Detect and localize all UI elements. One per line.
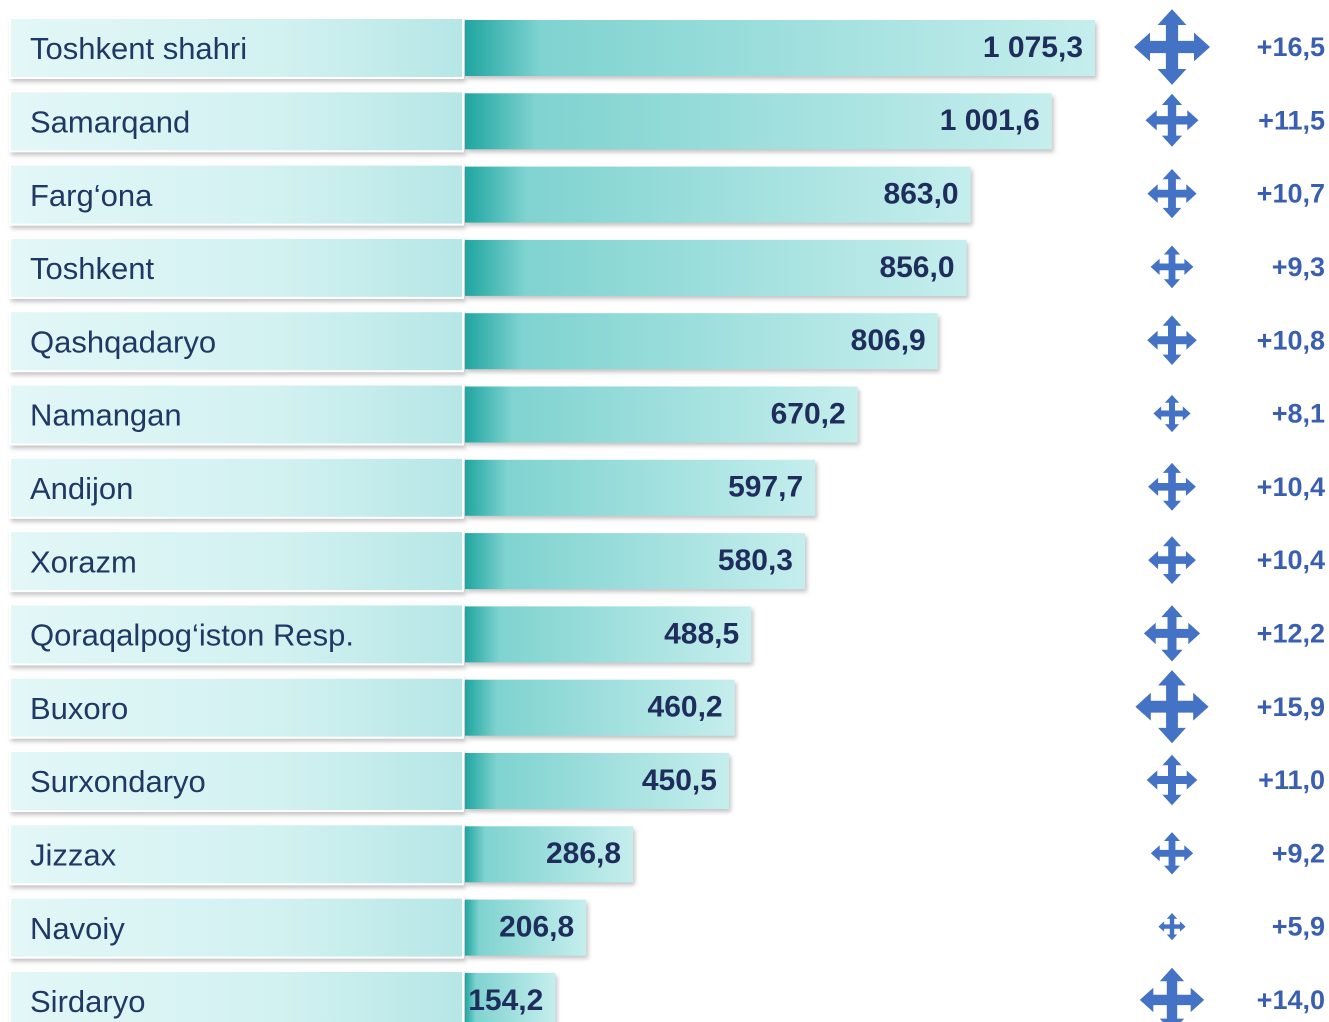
change-label: +15,9 [1257,692,1325,722]
category-box [9,456,464,519]
category-box [9,530,464,593]
value-label: 856,0 [879,251,954,284]
bar [465,533,805,590]
change-icon [1145,93,1199,147]
change-icon [1147,169,1197,219]
change-icon [1143,605,1201,662]
bar [465,459,816,516]
change-icon [1150,832,1194,875]
change-icon [1150,245,1194,289]
category-box [9,236,464,299]
category-box [9,676,464,739]
category-label: Qashqadaryo [30,324,216,359]
bar [465,386,858,443]
category-label: Buxoro [30,691,128,726]
category-box [9,823,464,886]
bar [465,826,634,883]
value-label: 206,8 [499,911,574,944]
category-label: Andijon [30,471,133,506]
change-label: +5,9 [1272,912,1325,942]
category-box [9,17,464,79]
value-label: 670,2 [771,397,846,430]
change-icon [1153,394,1191,433]
category-label: Toshkent [30,251,154,286]
bar [465,93,1052,150]
value-label: 806,9 [851,324,926,357]
change-icon [1139,967,1205,1022]
change-label: +12,2 [1257,619,1325,649]
change-label: +8,1 [1272,399,1325,429]
value-label: 450,5 [642,764,717,797]
change-label: +10,4 [1257,472,1325,502]
value-label: 580,3 [718,544,793,577]
category-box [9,383,464,446]
category-box [9,603,464,666]
category-label: Navoiy [30,911,125,946]
change-label: +11,0 [1258,765,1325,795]
category-label: Qoraqalpog‘iston Resp. [30,618,354,653]
value-label: 154,2 [468,984,543,1017]
change-icon [1158,913,1186,941]
category-label: Farg‘ona [30,178,153,213]
category-box [9,896,464,959]
change-label: +9,3 [1272,252,1325,282]
bar [465,20,1095,76]
value-label: 863,0 [884,178,959,211]
change-label: +9,2 [1272,838,1325,868]
category-label: Jizzax [30,837,117,872]
change-icon [1148,462,1196,511]
value-label: 286,8 [546,837,621,870]
bar [465,239,967,296]
category-box [9,90,464,153]
change-icon [1148,536,1196,584]
change-label: +10,4 [1257,545,1325,575]
change-icon [1134,9,1210,85]
change-label: +10,7 [1257,179,1325,209]
bar [465,679,735,736]
bar [465,606,752,663]
value-label: 488,5 [664,617,739,650]
category-label: Namangan [30,398,182,433]
category-label: Xorazm [30,544,137,579]
bar [465,899,587,956]
change-icon [1146,754,1198,806]
change-icon [1147,315,1197,365]
value-label: 597,7 [728,471,803,504]
change-label: +16,5 [1257,32,1325,62]
change-label: +14,0 [1257,985,1325,1015]
category-box [9,750,464,812]
category-label: Toshkent shahri [30,31,247,66]
change-icon [1135,670,1209,744]
category-label: Sirdaryo [30,984,145,1019]
change-label: +10,8 [1257,325,1325,355]
value-label: 1 001,6 [940,104,1040,137]
bar [465,313,938,370]
category-box [9,310,464,373]
value-label: 460,2 [648,691,723,724]
bar [465,166,971,223]
category-box [9,163,464,226]
category-label: Samarqand [30,104,190,139]
value-label: 1 075,3 [983,31,1083,64]
change-label: +11,5 [1258,105,1325,135]
category-label: Surxondaryo [30,764,206,799]
category-box [9,969,464,1022]
bar [465,753,729,809]
bar [465,972,556,1022]
